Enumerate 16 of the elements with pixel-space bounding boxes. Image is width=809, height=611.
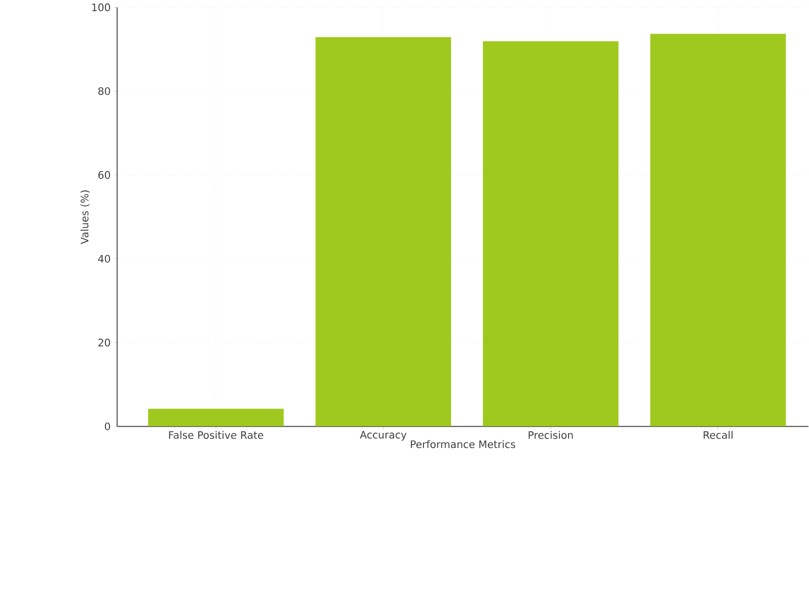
bar (148, 408, 284, 426)
bar (482, 41, 618, 426)
y-tick-label: 0 (104, 422, 110, 430)
bar (316, 37, 452, 426)
x-axis-title: Performance Metrics (410, 440, 516, 448)
y-tick-label: 80 (98, 87, 110, 96)
y-tick-label: 40 (98, 254, 110, 263)
y-tick-label: 100 (92, 4, 110, 12)
bar (650, 34, 786, 426)
x-tick-label: False Positive Rate (169, 431, 264, 440)
x-tick-label: Recall (704, 431, 732, 440)
y-axis-title: Values (%) (80, 190, 90, 244)
x-tick-label: Accuracy (360, 431, 407, 441)
y-tick-label: 60 (98, 171, 110, 179)
x-tick-label: Precision (528, 431, 573, 440)
y-tick-label: 20 (98, 338, 110, 347)
